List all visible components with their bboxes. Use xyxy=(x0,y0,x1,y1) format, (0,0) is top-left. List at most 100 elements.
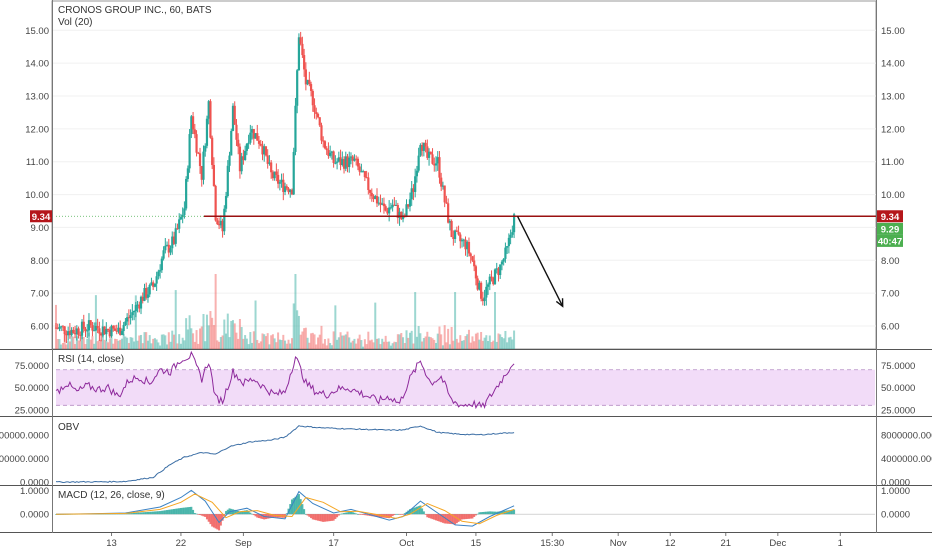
macd-histogram-bar xyxy=(400,514,403,515)
macd-histogram-bar xyxy=(190,506,193,515)
candle-body xyxy=(297,37,301,71)
obv-tick-label-left: 0.0000 xyxy=(20,478,49,489)
macd-histogram-bar xyxy=(376,514,379,517)
macd-histogram-bar xyxy=(150,511,153,515)
volume-bar xyxy=(120,338,123,349)
volume-bar xyxy=(264,336,267,349)
candle-body xyxy=(372,196,375,200)
macd-histogram-bar xyxy=(431,514,434,520)
volume-bar xyxy=(428,336,431,349)
candle-body xyxy=(457,231,460,235)
candle-body xyxy=(363,171,366,178)
macd-histogram-bar xyxy=(499,511,502,515)
price-tick-label-right: 8.00 xyxy=(881,256,900,267)
volume-bar xyxy=(450,326,453,349)
candle-body xyxy=(112,325,115,329)
price-tick-label-left: 12.00 xyxy=(25,124,49,135)
macd-histogram-bar xyxy=(436,514,439,521)
volume-bar xyxy=(459,335,462,349)
candle-body xyxy=(323,141,327,149)
volume-bar xyxy=(337,337,340,349)
time-tick-label: 21 xyxy=(720,538,731,549)
candle-body xyxy=(405,204,408,216)
candle-body xyxy=(87,320,91,331)
candle-body xyxy=(218,224,221,226)
price-axis-left: 6.00 7.00 8.00 9.00 10.00 11.00 12.00 13.00 14.0… xyxy=(25,26,49,333)
candle-body xyxy=(448,221,451,223)
candle-body xyxy=(351,156,354,161)
candle-body xyxy=(211,137,214,165)
candle-body xyxy=(459,234,462,242)
macd-histogram-bar xyxy=(461,514,464,520)
volume-bar xyxy=(412,343,415,349)
volume-bar xyxy=(273,338,276,349)
candle-body xyxy=(86,330,89,332)
macd-histogram-bar xyxy=(131,513,134,515)
candle-body xyxy=(330,151,333,153)
candle-body xyxy=(419,145,422,156)
candle-body xyxy=(426,146,429,158)
macd-histogram-bar xyxy=(249,512,252,515)
candle-body xyxy=(126,317,129,322)
macd-histogram-bar xyxy=(393,514,396,516)
candle-body xyxy=(134,305,137,312)
volume-bar xyxy=(266,333,269,349)
candle-body xyxy=(440,177,443,187)
macd-histogram-bar xyxy=(292,498,295,515)
volume-bar xyxy=(396,334,399,349)
candle-body xyxy=(219,220,222,226)
volume-bar xyxy=(58,339,61,349)
candle-body xyxy=(169,248,172,253)
volume-bar xyxy=(113,338,116,349)
macd-histogram-bar xyxy=(466,514,469,519)
macd-histogram-bar xyxy=(511,509,514,515)
candle-body xyxy=(247,142,250,144)
candle-body xyxy=(155,276,158,284)
volume-bar xyxy=(301,331,304,349)
candle-body xyxy=(341,159,344,166)
volume-bar xyxy=(382,341,385,349)
candle-body xyxy=(447,203,450,223)
candle-body xyxy=(103,326,106,335)
candle-body xyxy=(396,205,399,219)
volume-bar xyxy=(101,332,104,349)
macd-histogram-bar xyxy=(181,507,184,515)
price-tick-label-right: 7.00 xyxy=(881,289,900,300)
macd-histogram-bar xyxy=(146,511,149,515)
candle-body xyxy=(101,326,104,336)
macd-histogram-bar xyxy=(313,514,316,520)
macd-histogram-bar xyxy=(296,495,299,515)
candle-body xyxy=(94,325,98,331)
volume-bar xyxy=(86,338,89,349)
candle-body xyxy=(296,70,299,106)
candle-body xyxy=(240,156,243,172)
macd-histogram-bar xyxy=(386,514,389,519)
volume-bar xyxy=(181,337,184,349)
candle-body xyxy=(500,261,504,265)
volume-bar xyxy=(506,342,509,349)
macd-histogram-bar xyxy=(55,514,57,515)
candle-body xyxy=(306,79,309,85)
macd-histogram-bar xyxy=(199,514,202,515)
candle-body xyxy=(469,253,472,257)
candle-body xyxy=(252,129,255,139)
macd-histogram-bar xyxy=(355,513,358,515)
volume-bar xyxy=(384,335,387,349)
macd-histogram-bar xyxy=(471,514,474,519)
volume-bar xyxy=(108,338,111,349)
macd-histogram-bar xyxy=(197,514,200,515)
candle-body xyxy=(353,158,356,161)
candle-body xyxy=(89,320,92,326)
candle-body xyxy=(150,282,153,285)
candle-body xyxy=(56,327,59,329)
candle-body xyxy=(216,220,219,225)
candle-body xyxy=(84,328,87,331)
time-tick-label: 12 xyxy=(665,538,676,549)
candle-body xyxy=(455,230,458,232)
rsi-tick-label-left: 50.0000 xyxy=(15,383,49,394)
macd-histogram-bar xyxy=(178,508,181,515)
volume-bar xyxy=(56,339,59,349)
candle-body xyxy=(391,204,394,208)
volume-bar xyxy=(185,318,188,349)
candle-body xyxy=(188,134,191,169)
